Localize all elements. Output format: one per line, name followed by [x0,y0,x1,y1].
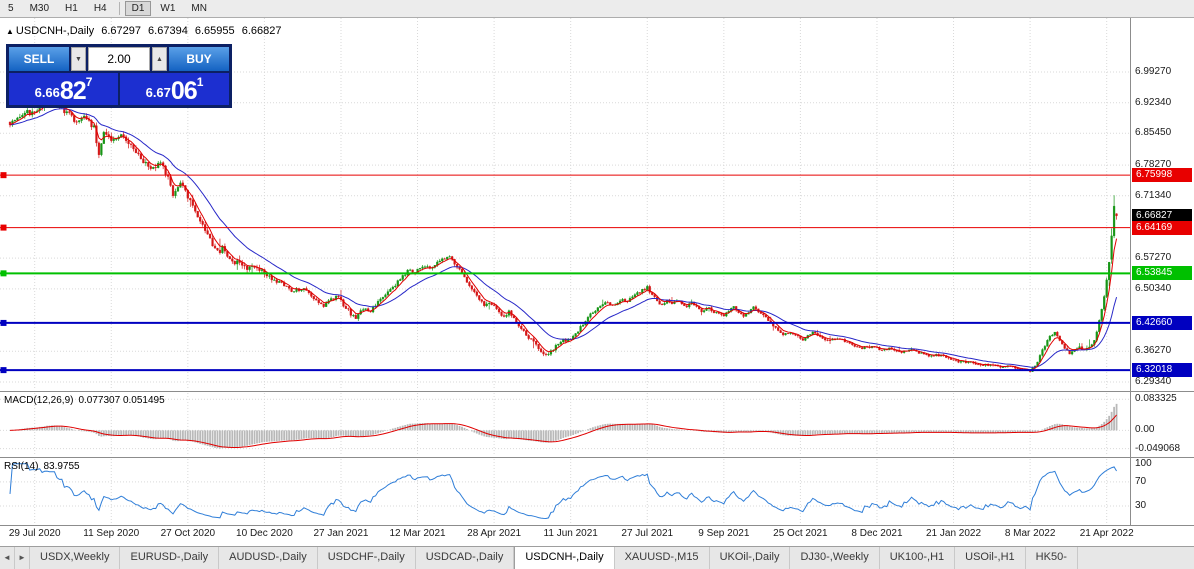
chart-tab-usdx-weekly[interactable]: USDX,Weekly [30,547,121,569]
rsi-line [9,463,1117,519]
sell-price-prefix: 6.66 [34,85,60,100]
ma-fast-line [9,101,1118,371]
macd-signal-line [9,414,1117,449]
chart-tab-eurusd-daily[interactable]: EURUSD-,Daily [120,547,220,569]
buy-price-main: 06 [170,77,198,105]
timeframe-button-w1[interactable]: W1 [160,3,176,14]
macd-name: MACD(12,26,9) [4,395,74,406]
symbol-name: USDCNH-,Daily [15,25,95,37]
sell-price-main: 82 [59,77,87,105]
timeframe-button-h4[interactable]: H4 [93,3,107,14]
volume-input[interactable] [88,47,150,71]
chart-arrow-icon: ▲ [6,27,14,36]
tab-scroll-left-button[interactable]: ◄ [0,547,15,569]
volume-stepper-down[interactable]: ▼ [71,47,86,71]
macd-label: MACD(12,26,9) 0.077307 0.051495 [4,395,170,406]
rsi-label: RSI(14) 83.9755 [4,461,85,472]
sell-price-sup: 7 [85,75,93,89]
panel-separators[interactable] [0,391,1194,526]
chart-tab-audusd-daily[interactable]: AUDUSD-,Daily [219,547,318,569]
ohlc-header: ▲ USDCNH-,Daily 6.67297 6.67394 6.65955 6… [6,25,285,37]
ma-slow-line [9,108,1118,368]
chart-tab-xauusd-m15[interactable]: XAUUSD-,M15 [615,547,710,569]
chart-tab-ukoil-daily[interactable]: UKOil-,Daily [710,547,791,569]
timeframe-button-5[interactable]: 5 [8,3,14,14]
level-marker [0,319,7,326]
open-value: 6.67297 [101,25,141,37]
timeframe-button-m30[interactable]: M30 [29,3,50,14]
tab-scroll-right-button[interactable]: ► [15,547,30,569]
chart-tab-usdcnh-daily[interactable]: USDCNH-,Daily [514,547,615,569]
level-marker [0,172,7,179]
toolbar-separator [118,2,120,15]
chart-tab-usdchf-daily[interactable]: USDCHF-,Daily [318,547,416,569]
rsi-value: 83.9755 [43,461,80,472]
chart-tab-hk50[interactable]: HK50- [1026,547,1078,569]
grid [0,18,1130,524]
timeframe-button-h1[interactable]: H1 [65,3,78,14]
macd-histogram [11,403,1118,449]
timeframe-toolbar: 5 M30 H1 H4 D1 W1 MN [0,0,1194,18]
buy-price-sup: 1 [196,75,204,89]
macd-values: 0.077307 0.051495 [78,395,165,406]
rsi-name: RSI(14) [4,461,39,472]
buy-price-button[interactable]: 6.67 06 1 [120,73,229,105]
timeframe-button-mn[interactable]: MN [191,3,207,14]
chart-tab-dj30-weekly[interactable]: DJ30-,Weekly [790,547,880,569]
level-marker [0,367,7,374]
buy-button[interactable]: BUY [169,47,229,71]
level-marker [0,224,7,231]
chart-tab-bar: ◄ ► USDX,Weekly EURUSD-,Daily AUDUSD-,Daily U… [0,546,1194,569]
chart-tab-uk100-h1[interactable]: UK100-,H1 [880,547,956,569]
level-marker [0,270,7,277]
sell-price-button[interactable]: 6.66 82 7 [9,73,118,105]
high-value: 6.67394 [148,25,188,37]
close-value: 6.66827 [241,25,282,37]
sell-button[interactable]: SELL [9,47,69,71]
chart-tab-usdcad-daily[interactable]: USDCAD-,Daily [416,547,515,569]
low-value: 6.65955 [194,25,235,37]
chart-tab-usoil-h1[interactable]: USOil-,H1 [955,547,1026,569]
volume-stepper-up[interactable]: ▲ [152,47,167,71]
buy-price-prefix: 6.67 [145,85,171,100]
timeframe-button-d1[interactable]: D1 [124,1,152,16]
